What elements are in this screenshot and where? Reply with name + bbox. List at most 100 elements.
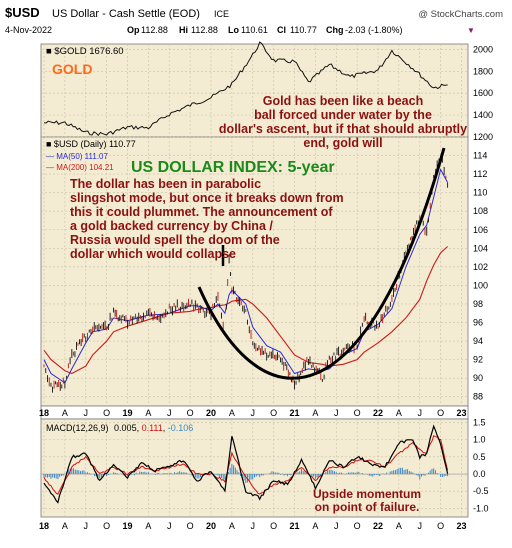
x-tick-label-top: A <box>312 408 318 418</box>
dollar-title: US DOLLAR INDEX: 5-year <box>131 159 335 176</box>
x-tick-label-bottom: 20 <box>206 521 216 531</box>
lo-value: 110.61 <box>241 25 268 35</box>
x-tick-label-top: 21 <box>290 408 300 418</box>
usd-y-tick-label: 106 <box>473 225 488 235</box>
x-tick-label-top: J <box>167 408 172 418</box>
hi-value: 112.88 <box>191 25 218 35</box>
chg-label: Chg <box>326 25 344 35</box>
macd-legend: MACD(12,26,9) 0.005, 0.111, -0.106 <box>46 423 193 433</box>
x-tick-label-top: O <box>437 408 444 418</box>
annotation-line: Upside momentum <box>313 487 421 501</box>
macd-legend-sep2: , <box>163 423 168 433</box>
usd-y-tick-label: 110 <box>473 188 487 198</box>
x-tick-label-top: 23 <box>457 408 467 418</box>
macd-legend-signal: 0.111 <box>142 423 163 433</box>
x-tick-label-bottom: O <box>354 521 361 531</box>
x-tick-label-top: O <box>354 408 361 418</box>
x-tick-label-bottom: O <box>437 521 444 531</box>
cl-label: Cl <box>277 25 286 35</box>
gold-panel <box>40 43 469 138</box>
gold-y-tick-label: 1400 <box>473 110 493 120</box>
x-tick-label-top: 20 <box>206 408 216 418</box>
x-tick-label-bottom: 18 <box>39 521 49 531</box>
hi-label: Hi <box>179 25 188 35</box>
x-tick-label-top: A <box>145 408 151 418</box>
x-tick-label-top: O <box>187 408 194 418</box>
gold-y-tick-label: 1200 <box>473 132 493 142</box>
annotation-line: ball forced under water by the <box>254 108 432 122</box>
lo-label: Lo <box>228 25 239 35</box>
usd-y-tick-label: 108 <box>473 206 488 216</box>
gold-legend: ■ $GOLD 1676.60 <box>46 46 124 57</box>
x-tick-label-top: A <box>396 408 402 418</box>
chg-value: -2.03 (-1.80%) <box>345 25 403 35</box>
macd-legend-sep1: , <box>137 423 142 433</box>
usd-y-tick-label: 94 <box>473 336 483 346</box>
dollar-panel <box>40 136 469 407</box>
usd-y-tick-label: 88 <box>473 392 483 402</box>
x-tick-label-top: O <box>103 408 110 418</box>
usd-y-tick-label: 96 <box>473 318 483 328</box>
usd-y-tick-label: 102 <box>473 262 488 272</box>
ma200-legend: — MA(200) 104.21 <box>46 163 114 172</box>
x-tick-label-bottom: J <box>251 521 256 531</box>
annotation-line: The dollar has been in parabolic <box>70 177 261 191</box>
x-tick-label-top: A <box>229 408 235 418</box>
usd-y-tick-label: 100 <box>473 280 488 290</box>
x-tick-label-bottom: J <box>167 521 172 531</box>
dollar-annotation: The dollar has been in parabolic slingsho… <box>70 177 344 261</box>
x-tick-label-top: A <box>62 408 68 418</box>
annotation-line: dollar's ascent, but if that should abru… <box>219 122 467 136</box>
annotation-line: Russia would spell the doom of the <box>70 233 280 247</box>
x-tick-label-top: O <box>270 408 277 418</box>
x-tick-label-bottom: A <box>62 521 68 531</box>
x-tick-label-bottom: 19 <box>122 521 132 531</box>
x-tick-label-bottom: J <box>84 521 89 531</box>
op-value: 112.88 <box>141 25 168 35</box>
gold-y-tick-label: 1800 <box>473 66 493 76</box>
x-tick-label-top: 19 <box>122 408 132 418</box>
x-tick-label-bottom: J <box>334 521 339 531</box>
macd-y-tick-label: 1.5 <box>473 417 486 427</box>
ma50-line <box>43 168 449 384</box>
x-tick-label-bottom: O <box>270 521 277 531</box>
gold-price-line <box>43 41 448 137</box>
usd-legend: ■ $USD (Daily) 110.77 <box>46 139 136 149</box>
x-tick-label-top: J <box>84 408 89 418</box>
macd-y-tick-label: 1.0 <box>473 435 486 445</box>
usd-y-tick-label: 104 <box>473 243 488 253</box>
x-tick-label-top: 22 <box>373 408 383 418</box>
x-tick-label-top: 18 <box>39 408 49 418</box>
annotation-line: Gold has been like a beach <box>263 94 423 108</box>
x-tick-label-top: J <box>334 408 339 418</box>
macd-panel <box>40 418 469 518</box>
parabolic-trend-curve <box>197 147 446 380</box>
macd-legend-hist: -0.106 <box>168 423 194 433</box>
annotation-line: on point of failure. <box>315 500 420 514</box>
x-tick-label-bottom: J <box>418 521 423 531</box>
annotation-line: dollar which would collapse <box>70 247 236 261</box>
x-tick-label-bottom: O <box>103 521 110 531</box>
source-label: @ StockCharts.com <box>418 9 503 20</box>
macd-y-tick-label: -1.0 <box>473 503 489 513</box>
usd-y-tick-label: 98 <box>473 299 483 309</box>
usd-y-tick-label: 112 <box>473 169 487 179</box>
x-tick-label-bottom: A <box>312 521 318 531</box>
op-label: Op <box>127 25 140 35</box>
x-tick-label-bottom: A <box>145 521 151 531</box>
macd-annotation: Upside momentum on point of failure. <box>313 487 421 514</box>
annotation-line: this it could plummet. The announcement … <box>70 205 333 219</box>
usd-y-tick-label: 114 <box>473 151 487 161</box>
ma50-legend: — MA(50) 111.07 <box>46 152 109 161</box>
ma200-line <box>43 246 448 375</box>
exchange-label: ICE <box>214 9 229 19</box>
macd-legend-value: 0.005 <box>114 423 137 433</box>
gold-y-tick-label: 2000 <box>473 44 493 54</box>
date-label: 4-Nov-2022 <box>5 25 52 35</box>
gold-annotation: Gold has been like a beach ball forced un… <box>219 94 467 150</box>
gold-y-tick-label: 1600 <box>473 88 493 98</box>
annotation-line: slingshot mode, but once it breaks down … <box>70 191 344 205</box>
usd-y-tick-label: 92 <box>473 355 483 365</box>
